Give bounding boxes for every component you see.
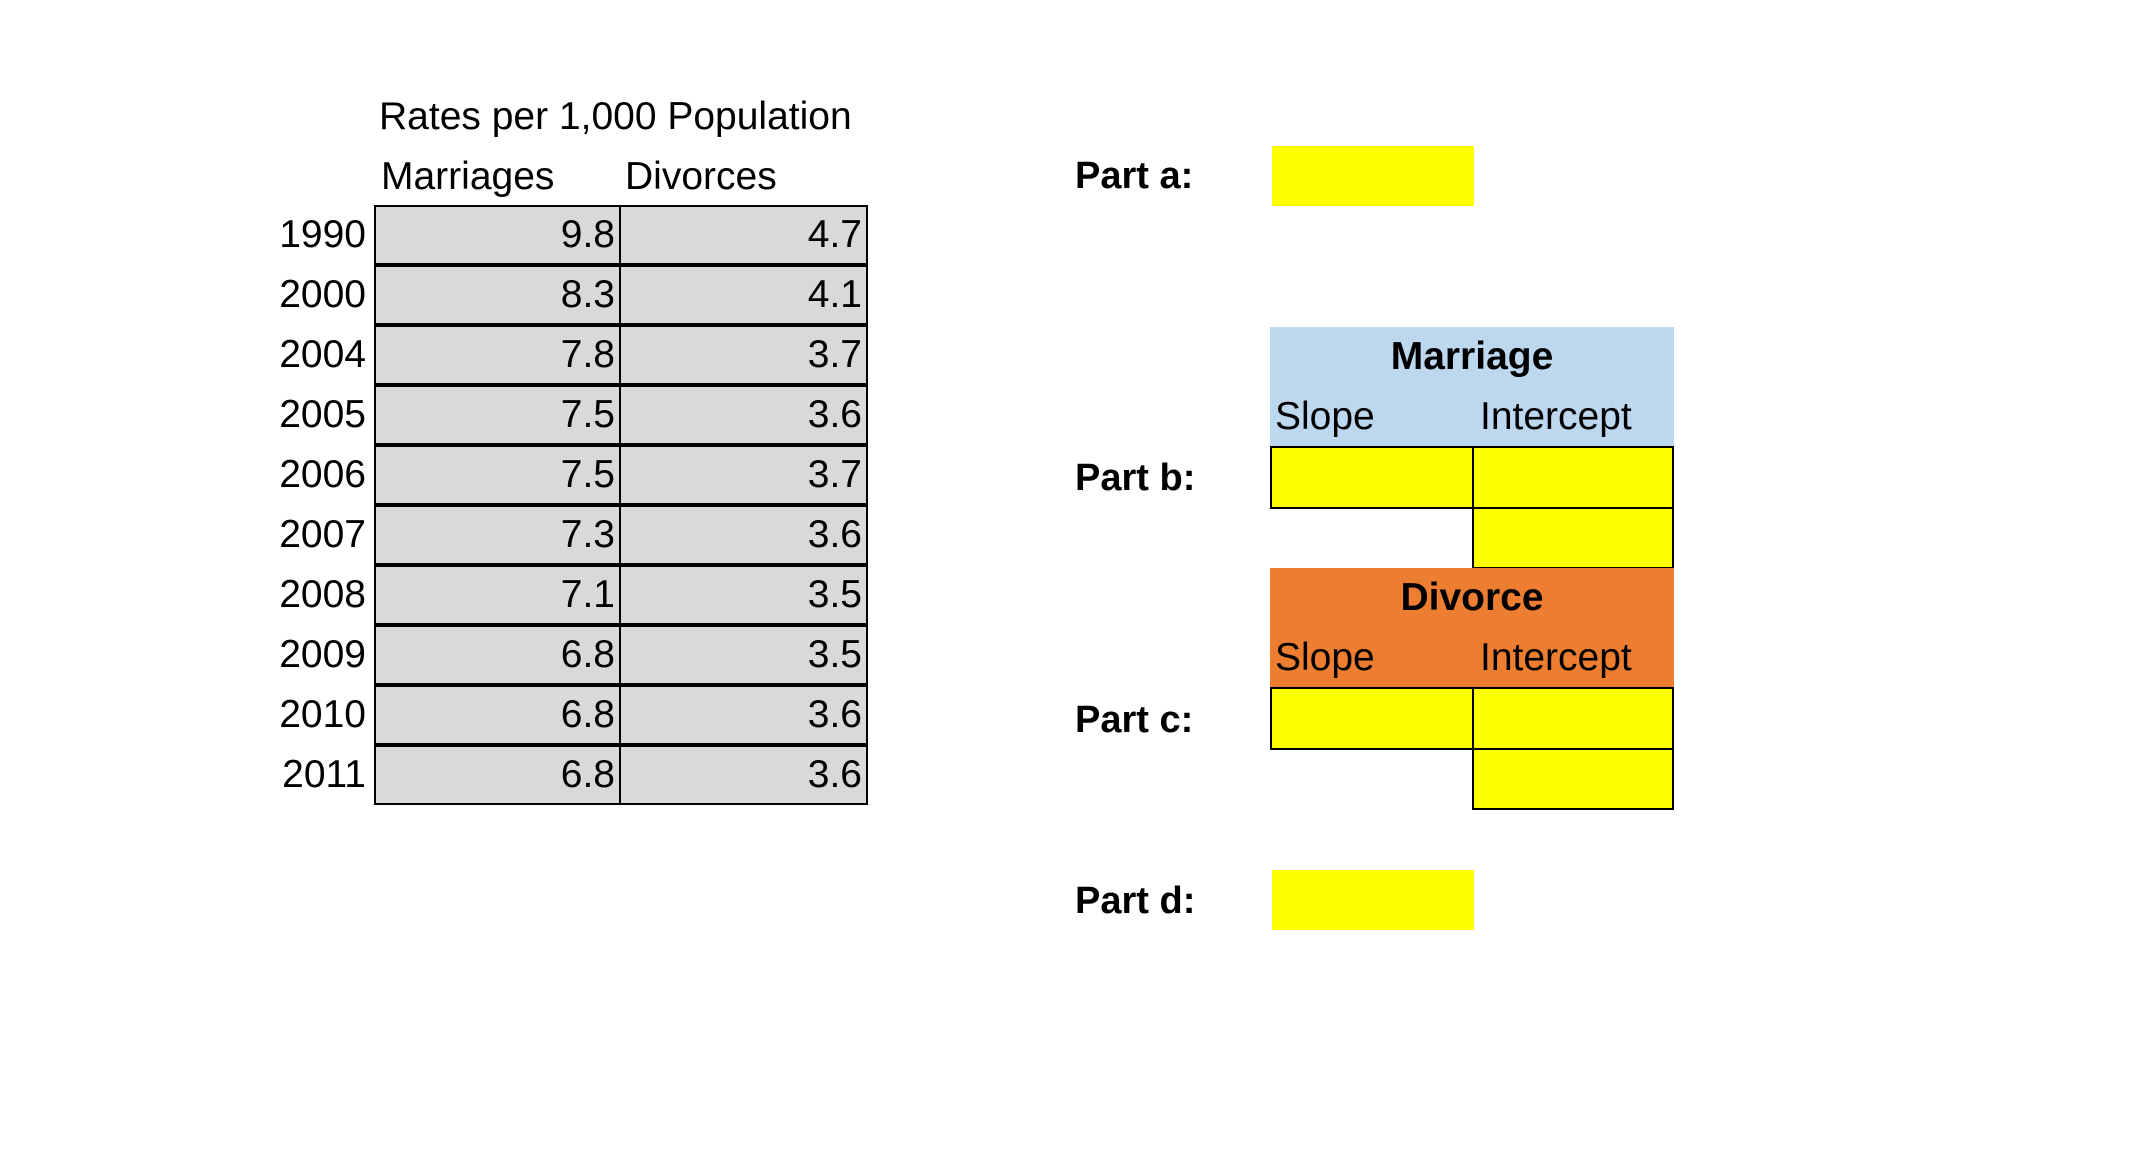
year-label: 2010 [279,693,366,736]
marriages-cell[interactable]: 9.8 [374,205,621,265]
table-row: 2004 7.8 3.7 [279,325,868,385]
table-row: 2010 6.8 3.6 [279,685,868,745]
table-row: 2006 7.5 3.7 [279,445,868,505]
part-c-extra-cell[interactable] [1472,748,1674,810]
year-label: 2009 [279,633,366,676]
marriages-cell[interactable]: 7.8 [374,325,621,385]
table-title: Rates per 1,000 Population [379,95,852,138]
year-label: 2004 [279,333,366,376]
year-label: 2000 [279,273,366,316]
divorces-cell[interactable]: 3.7 [619,445,868,505]
table-row: 2000 8.3 4.1 [279,265,868,325]
part-c-label: Part c: [1075,699,1194,741]
table-row: 2007 7.3 3.6 [279,505,868,565]
marriage-header-title: Marriage [1390,335,1554,378]
marriages-cell[interactable]: 6.8 [374,745,621,805]
part-c-intercept-cell[interactable] [1472,687,1674,750]
table-row: 2011 6.8 3.6 [282,745,868,805]
divorces-cell[interactable]: 4.7 [619,205,868,265]
divorces-cell[interactable]: 3.7 [619,325,868,385]
divorces-cell[interactable]: 3.5 [619,565,868,625]
part-a-answer-cell[interactable] [1272,146,1474,206]
divorces-cell[interactable]: 3.6 [619,745,868,805]
part-a-label: Part a: [1075,155,1194,197]
divorces-cell[interactable]: 3.6 [619,505,868,565]
divorces-cell[interactable]: 3.5 [619,625,868,685]
year-label: 2005 [279,393,366,436]
column-header-marriages: Marriages [381,155,555,198]
year-label: 2011 [282,753,366,796]
table-row: 2008 7.1 3.5 [279,565,868,625]
table-row: 2005 7.5 3.6 [279,385,868,445]
marriages-cell[interactable]: 7.3 [374,505,621,565]
divorces-cell[interactable]: 4.1 [619,265,868,325]
year-label: 2008 [279,573,366,616]
part-b-intercept-cell[interactable] [1472,446,1674,509]
marriage-intercept-label: Intercept [1480,395,1632,438]
part-b-label: Part b: [1075,457,1196,499]
marriages-cell[interactable]: 7.1 [374,565,621,625]
marriage-slope-label: Slope [1275,395,1375,438]
divorce-intercept-label: Intercept [1480,636,1632,679]
part-d-label: Part d: [1075,880,1196,922]
year-label: 2007 [279,513,366,556]
part-b-extra-cell[interactable] [1472,507,1674,569]
table-row: 2009 6.8 3.5 [279,625,868,685]
marriages-cell[interactable]: 8.3 [374,265,621,325]
marriages-cell[interactable]: 7.5 [374,385,621,445]
column-header-divorces: Divorces [625,155,777,198]
marriages-cell[interactable]: 6.8 [374,625,621,685]
divorces-cell[interactable]: 3.6 [619,385,868,445]
marriages-cell[interactable]: 6.8 [374,685,621,745]
year-label: 1990 [279,213,366,256]
divorce-header: Divorce Slope Intercept [1270,568,1674,688]
part-c-slope-cell[interactable] [1270,687,1474,750]
marriage-header: Marriage Slope Intercept [1270,327,1674,447]
part-d-answer-cell[interactable] [1272,870,1474,930]
part-b-slope-cell[interactable] [1270,446,1474,509]
divorce-header-title: Divorce [1400,576,1544,619]
year-label: 2006 [279,453,366,496]
divorce-slope-label: Slope [1275,636,1375,679]
divorces-cell[interactable]: 3.6 [619,685,868,745]
table-row: 1990 9.8 4.7 [279,205,868,265]
marriages-cell[interactable]: 7.5 [374,445,621,505]
rates-table: 1990 9.8 4.7 2000 8.3 4.1 2004 7.8 3.7 2… [279,205,868,805]
